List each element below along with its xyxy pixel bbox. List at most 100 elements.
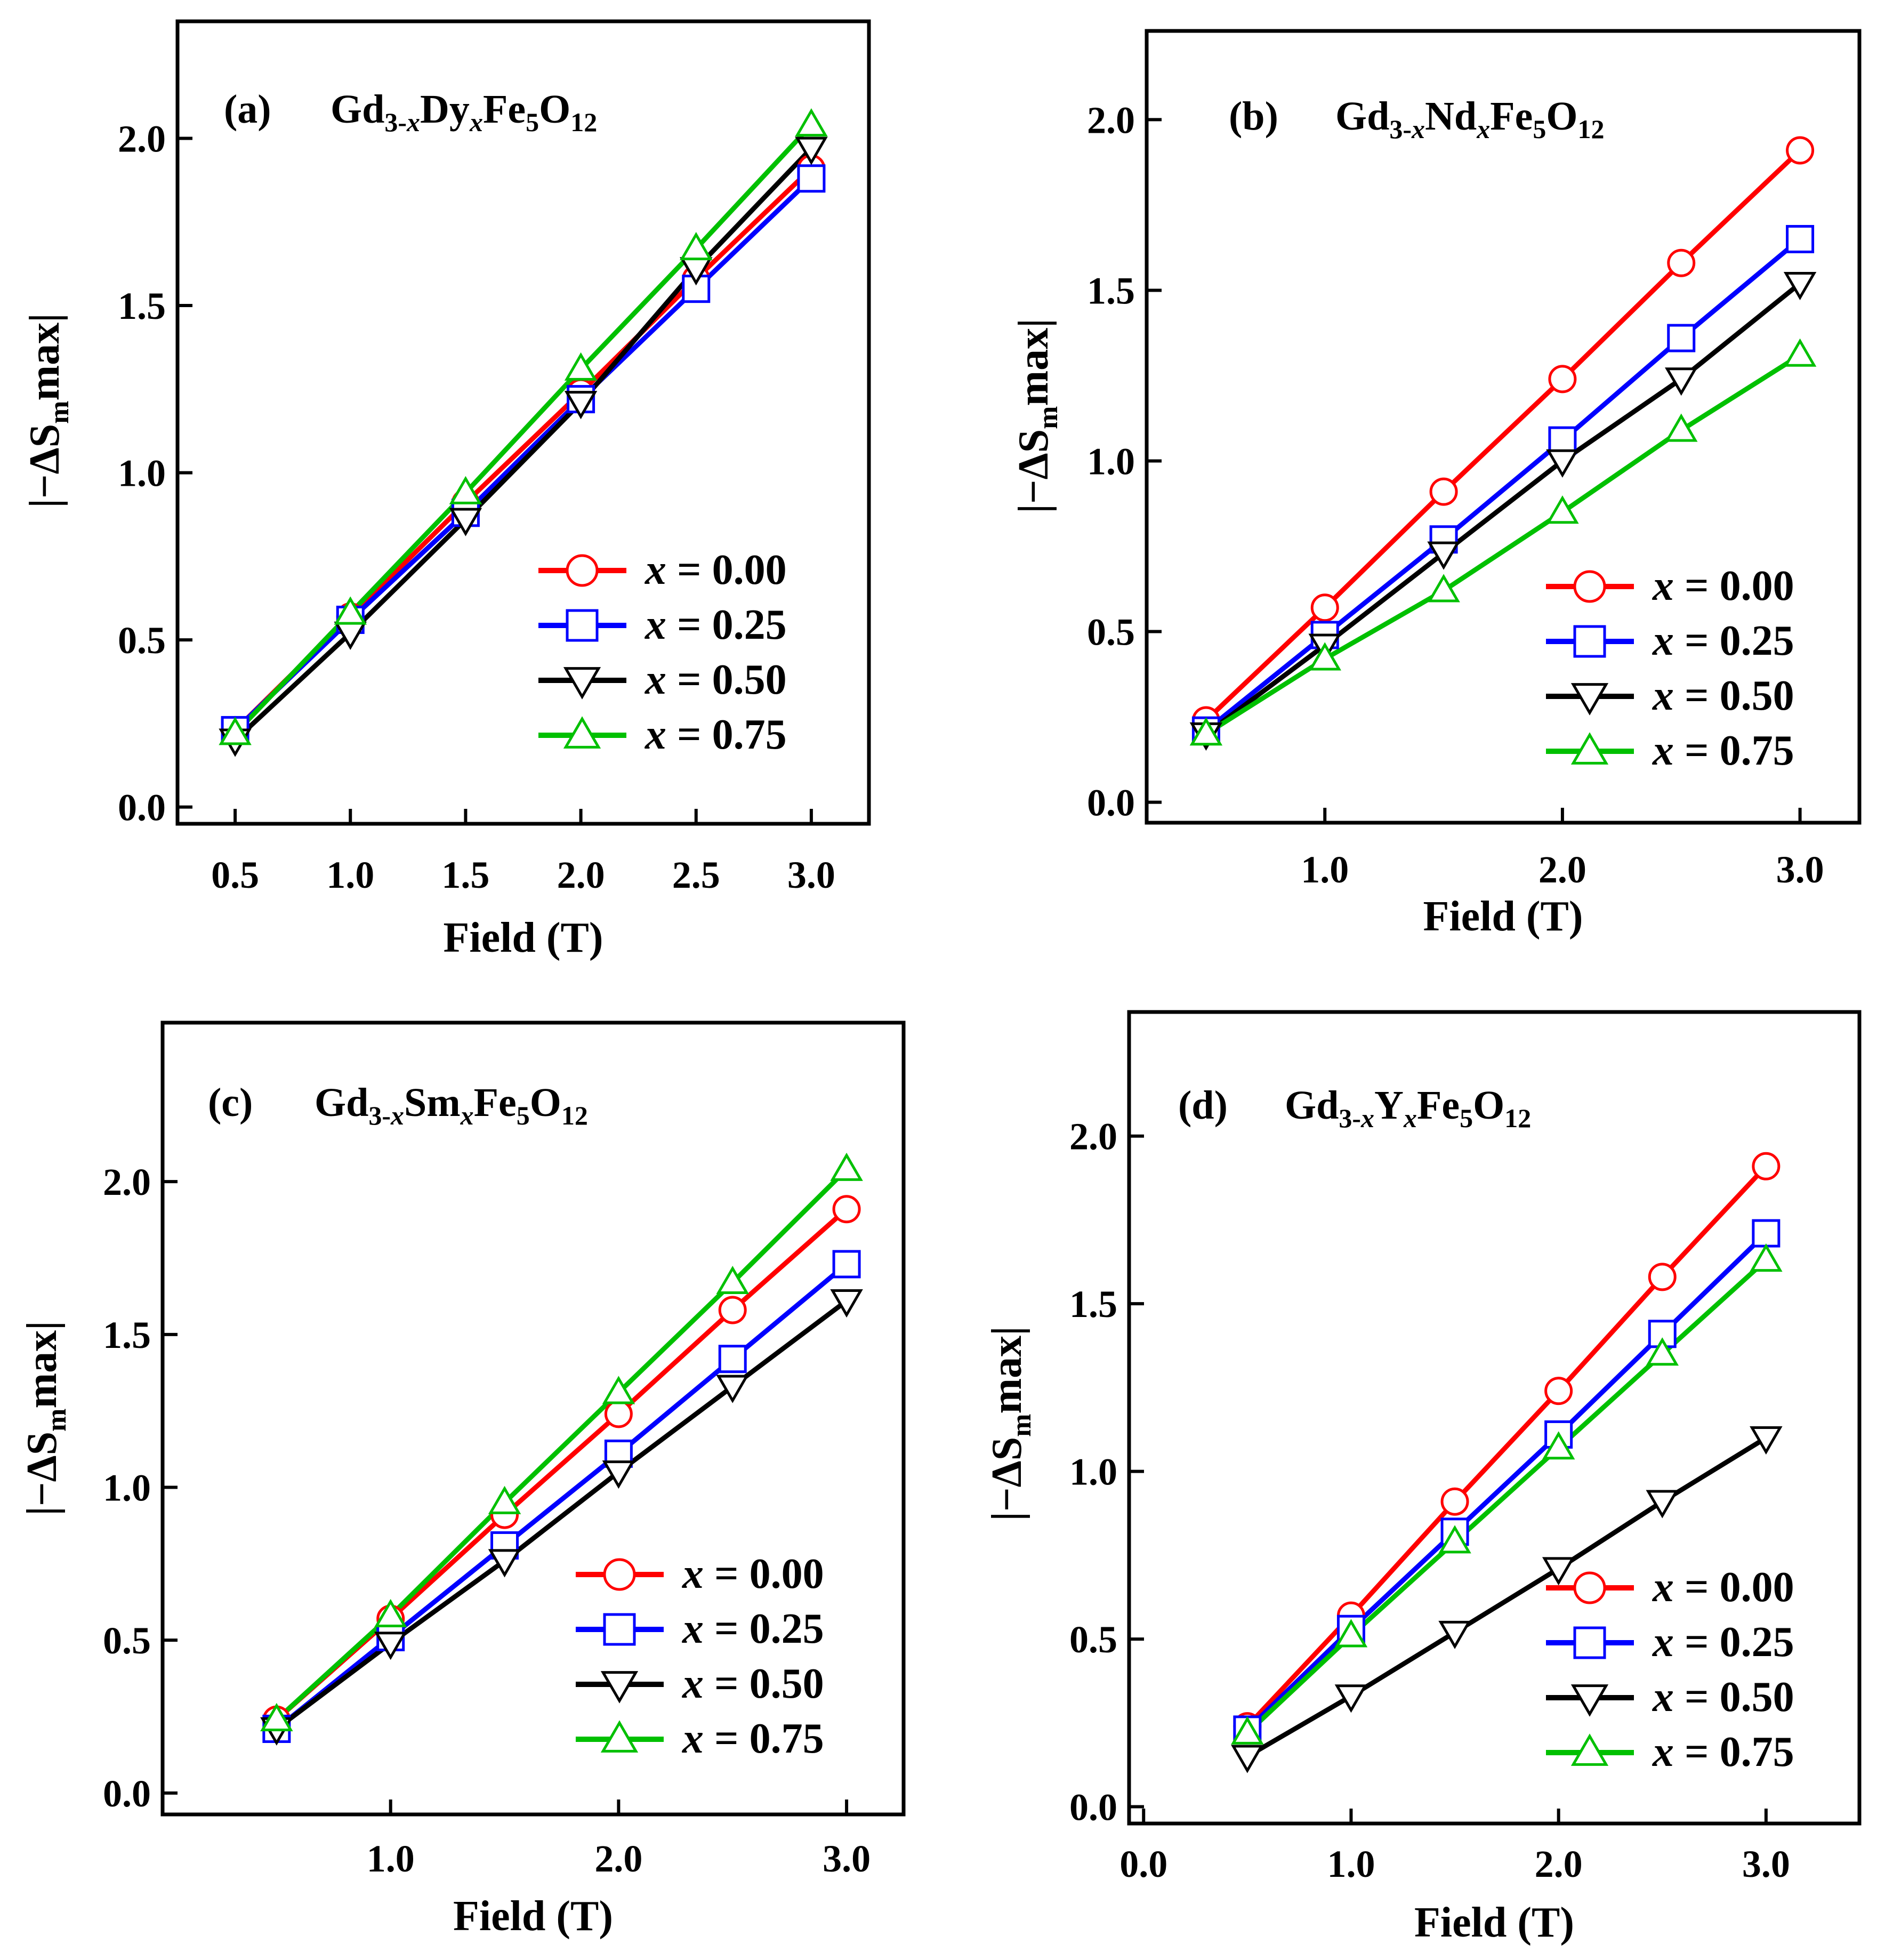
chart-title: Gd3-xYxFe5O12 bbox=[1285, 1083, 1531, 1133]
data-point bbox=[1427, 574, 1460, 603]
panel-label: (d) bbox=[1178, 1083, 1228, 1128]
y-tick-label: 1.0 bbox=[118, 452, 166, 495]
legend-marker bbox=[603, 1558, 636, 1591]
legend-label: x = 0.00 bbox=[1652, 1564, 1794, 1611]
y-tick-label: 2.0 bbox=[103, 1161, 151, 1203]
data-point bbox=[680, 232, 713, 261]
chart-panel-a: 0.0 0.5 1.0 1.5 2.0 0.5 1.0 1.5 2.0 2.5 3.0 Field (… bbox=[21, 19, 871, 961]
data-point bbox=[1189, 717, 1223, 746]
data-point bbox=[1752, 1219, 1781, 1248]
panel-label: (a) bbox=[224, 87, 271, 132]
legend-marker bbox=[563, 667, 601, 700]
chart-panel-c: 0.0 0.5 1.0 1.5 2.0 1.0 2.0 3.0 Field (T) |−ΔSmma… bbox=[19, 1021, 906, 1940]
y-tick-label: 0.0 bbox=[118, 786, 166, 829]
legend-marker bbox=[600, 1671, 639, 1704]
y-tick-label: 1.5 bbox=[1087, 269, 1135, 312]
x-tick-label: 3.0 bbox=[823, 1837, 871, 1880]
data-point bbox=[1440, 1487, 1469, 1516]
legend-label: x = 0.25 bbox=[1652, 1619, 1794, 1666]
chart-title: Gd3-xSmxFe5O12 bbox=[315, 1080, 588, 1130]
x-tick-label: 3.0 bbox=[1776, 848, 1824, 891]
y-tick-label: 2.0 bbox=[1069, 1115, 1117, 1158]
series-line bbox=[233, 147, 813, 742]
data-point bbox=[1542, 1557, 1575, 1586]
y-tick-label: 0.5 bbox=[118, 619, 166, 662]
plot-frame bbox=[175, 19, 871, 826]
data-point bbox=[449, 508, 482, 536]
x-tick-label: 1.0 bbox=[1301, 848, 1349, 891]
data-point bbox=[1231, 1716, 1264, 1745]
chart-title: Gd3-xNdxFe5O12 bbox=[1335, 94, 1604, 144]
plot-frame bbox=[160, 1021, 906, 1817]
y-tick-label: 0.5 bbox=[103, 1619, 151, 1662]
data-point bbox=[602, 1376, 635, 1404]
data-point bbox=[1438, 1525, 1471, 1554]
x-tick-label: 3.0 bbox=[1742, 1843, 1790, 1885]
x-tick-label: 1.0 bbox=[326, 854, 374, 896]
data-point bbox=[1667, 324, 1696, 352]
x-tick-label: 2.0 bbox=[1535, 1843, 1583, 1885]
data-point bbox=[374, 1598, 407, 1628]
data-point bbox=[1427, 541, 1460, 570]
series-line bbox=[1204, 237, 1802, 733]
data-point bbox=[219, 717, 252, 745]
series-line bbox=[275, 1168, 849, 1722]
data-point bbox=[1308, 642, 1341, 671]
x-tick-label: 2.5 bbox=[672, 854, 720, 896]
x-axis-label: Field (T) bbox=[1414, 1899, 1574, 1946]
series-line bbox=[275, 1262, 848, 1731]
panel-label: (c) bbox=[208, 1080, 253, 1125]
data-point bbox=[1546, 449, 1579, 478]
data-point bbox=[1231, 1745, 1264, 1773]
legend-marker bbox=[1570, 683, 1609, 716]
legend-label: x = 0.25 bbox=[682, 1605, 824, 1652]
legend-marker bbox=[1573, 1571, 1606, 1604]
data-point bbox=[1783, 271, 1817, 301]
data-point bbox=[1648, 1263, 1677, 1291]
data-point bbox=[602, 1460, 635, 1489]
series-line bbox=[1205, 353, 1801, 736]
legend-label: x = 0.00 bbox=[682, 1551, 824, 1597]
panel-label: (b) bbox=[1229, 94, 1278, 139]
data-point bbox=[1542, 1431, 1575, 1460]
series-line bbox=[1245, 1164, 1768, 1728]
y-tick-label: 1.5 bbox=[103, 1314, 151, 1356]
data-point bbox=[716, 1265, 749, 1295]
data-point bbox=[449, 476, 482, 504]
y-tick-label: 0.5 bbox=[1087, 611, 1135, 654]
y-axis-label: |−ΔSmmax| bbox=[984, 1326, 1037, 1521]
data-point bbox=[1334, 1619, 1368, 1648]
legend-label: x = 0.50 bbox=[1652, 672, 1794, 719]
y-axis-label: |−ΔSmmax| bbox=[21, 313, 75, 508]
data-point bbox=[374, 1632, 407, 1660]
legend-label: x = 0.75 bbox=[645, 711, 787, 758]
series-line bbox=[1204, 282, 1802, 736]
data-point bbox=[1546, 495, 1579, 524]
legend-marker bbox=[600, 1720, 639, 1753]
data-point bbox=[1786, 224, 1815, 253]
series-line bbox=[1245, 1258, 1768, 1735]
x-tick-label: 1.5 bbox=[441, 854, 489, 896]
chart-panel-d: 0.0 0.5 1.0 1.5 2.0 0.0 1.0 2.0 3.0 Field (T) |−ΔS… bbox=[984, 1010, 1862, 1946]
legend-marker bbox=[563, 716, 601, 749]
chart-title: Gd3-xDyxFe5O12 bbox=[331, 87, 597, 137]
legend-marker bbox=[1570, 732, 1609, 765]
x-tick-label: 2.0 bbox=[557, 854, 605, 896]
y-tick-label: 0.0 bbox=[1069, 1786, 1117, 1829]
series-line bbox=[1246, 1435, 1768, 1759]
data-point bbox=[830, 1289, 863, 1318]
legend-label: x = 0.25 bbox=[1652, 617, 1794, 664]
data-point bbox=[1438, 1620, 1471, 1649]
legend-marker bbox=[1573, 570, 1606, 603]
data-point bbox=[795, 108, 828, 137]
data-point bbox=[1783, 338, 1817, 367]
y-tick-label: 2.0 bbox=[1087, 99, 1135, 141]
data-point bbox=[1786, 136, 1815, 165]
data-point bbox=[1646, 1337, 1679, 1366]
series-line bbox=[275, 1299, 848, 1731]
legend-marker bbox=[1570, 1733, 1609, 1766]
series-line bbox=[1245, 1231, 1768, 1732]
series-line bbox=[1204, 148, 1802, 722]
data-point bbox=[1429, 477, 1458, 506]
y-tick-label: 1.0 bbox=[1087, 440, 1135, 483]
